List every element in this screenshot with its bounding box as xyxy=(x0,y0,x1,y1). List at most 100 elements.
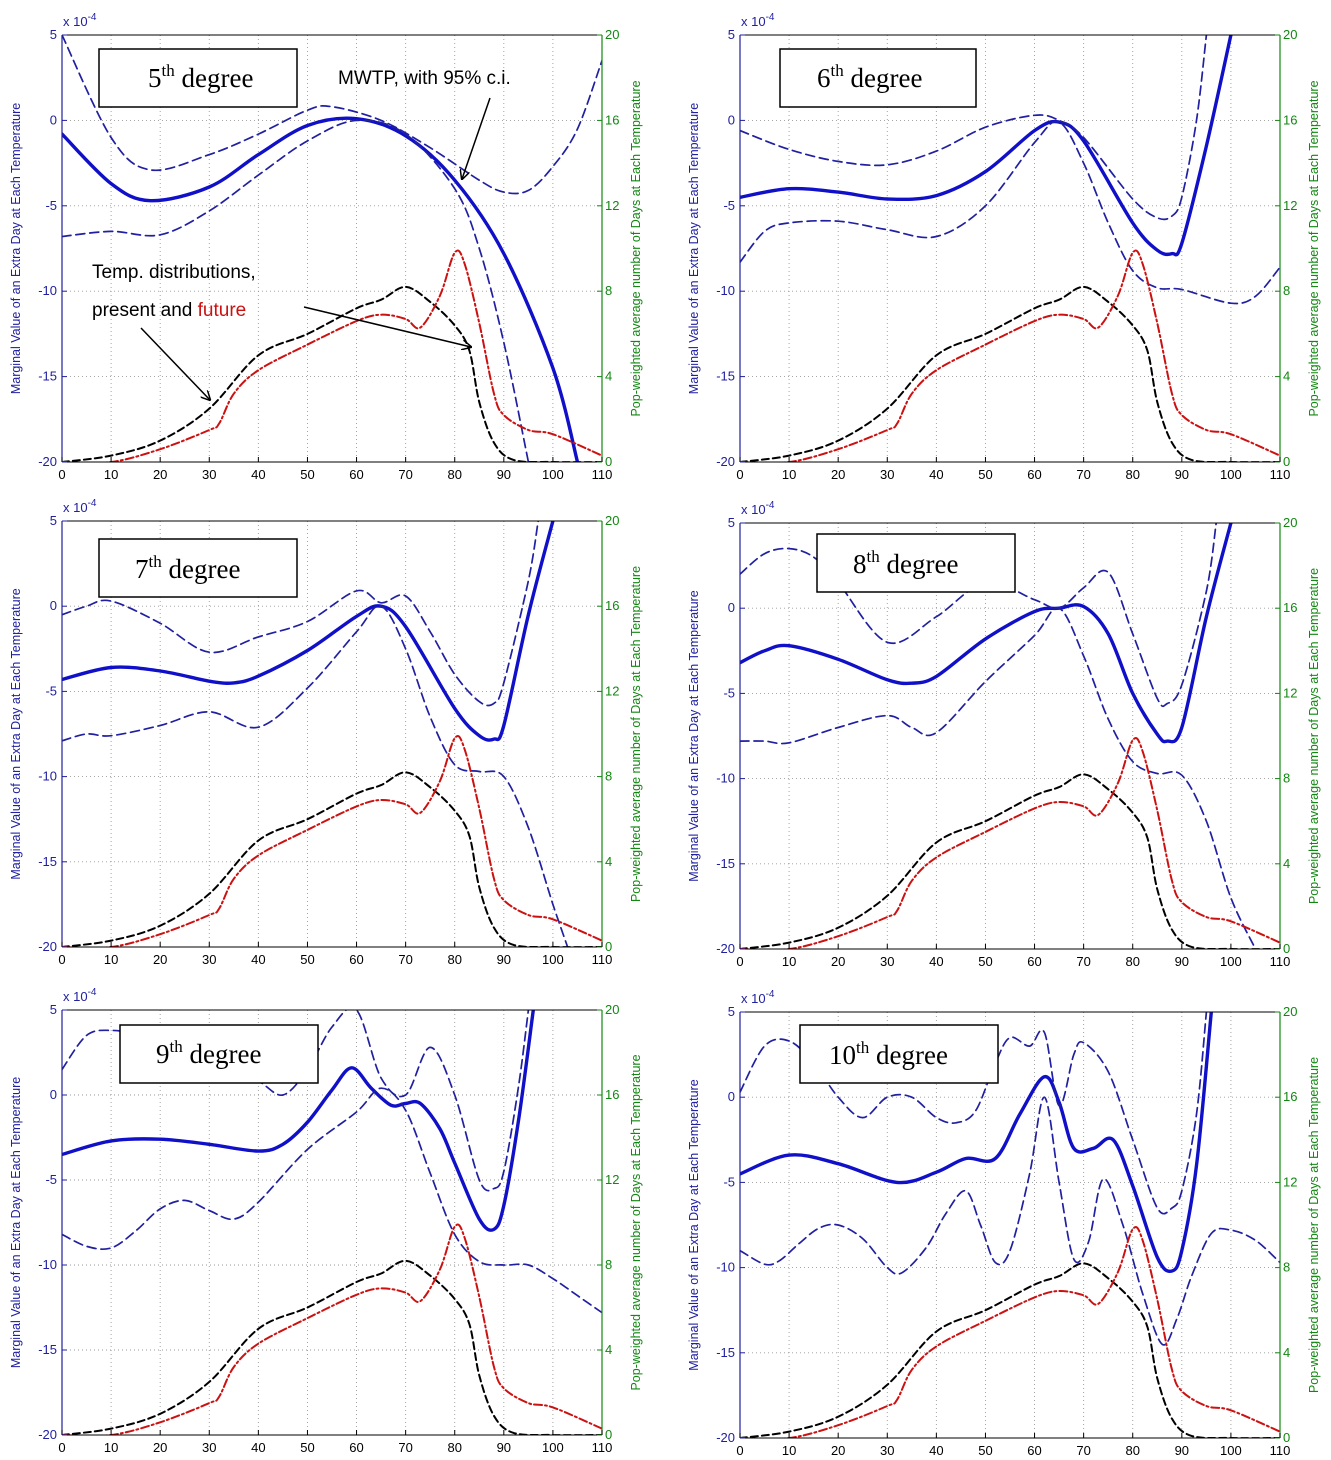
y-tick-label-right: 20 xyxy=(605,1002,619,1017)
y-axis-title-left: Marginal Value of an Extra Day at Each T… xyxy=(9,1077,23,1368)
future-arrow xyxy=(303,306,471,347)
panel-title: 7th degree xyxy=(135,552,240,584)
y-axis-title-right: Pop-weighted average number of Days at E… xyxy=(1307,568,1321,904)
y-tick-label-right: 8 xyxy=(1283,283,1290,298)
x-tick-label: 50 xyxy=(978,954,992,969)
y-tick-label-left: -5 xyxy=(723,685,735,700)
series-group xyxy=(740,523,1280,949)
y-axis-title-right: Pop-weighted average number of Days at E… xyxy=(629,1054,643,1390)
chart-panel-5: 0 10 20 30 40 50 60 70 80 90 100 11050-5-10-15-2020… xyxy=(9,987,643,1455)
y-tick-label-left: -5 xyxy=(45,683,57,698)
y-tick-label-right: 8 xyxy=(1283,1260,1290,1275)
series-group xyxy=(62,35,602,462)
x-tick-label: 80 xyxy=(1125,1443,1139,1458)
title-box xyxy=(98,48,298,108)
x-tick-label: 0 xyxy=(58,1440,65,1455)
x-tick-label: 100 xyxy=(542,467,564,482)
x-tick-label: 90 xyxy=(497,1440,511,1455)
exponent-label: x 10-4 xyxy=(63,498,97,515)
panel-title: 6th degree xyxy=(817,61,922,93)
x-tick-label: 30 xyxy=(880,467,894,482)
series-present xyxy=(740,1262,1280,1438)
y-tick-label-left: -20 xyxy=(716,454,735,469)
x-tick-label: 10 xyxy=(782,954,796,969)
x-tick-label: 10 xyxy=(104,1440,118,1455)
x-tick-label: 50 xyxy=(300,467,314,482)
x-tick-label: 20 xyxy=(153,1440,167,1455)
x-tick-label: 60 xyxy=(1027,1443,1041,1458)
y-tick-label-right: 12 xyxy=(605,198,619,213)
x-tick-label: 20 xyxy=(831,1443,845,1458)
y-tick-label-left: -15 xyxy=(716,1345,735,1360)
x-tick-label: 60 xyxy=(349,952,363,967)
series-present xyxy=(62,1259,602,1435)
series-present xyxy=(740,773,1280,949)
series-ci-lower xyxy=(62,1087,602,1314)
x-tick-label: 10 xyxy=(782,1443,796,1458)
x-tick-label: 30 xyxy=(202,1440,216,1455)
x-tick-label: 40 xyxy=(251,1440,265,1455)
y-tick-label-right: 0 xyxy=(1283,1430,1290,1445)
x-tick-label: 90 xyxy=(1175,1443,1189,1458)
series-mwtp xyxy=(62,116,580,462)
x-tick-label: 70 xyxy=(398,952,412,967)
y-tick-label-left: -10 xyxy=(38,1257,57,1272)
series-future xyxy=(740,1226,1280,1438)
x-tick-label: 90 xyxy=(497,467,511,482)
series-future xyxy=(740,737,1280,949)
x-tick-label: 0 xyxy=(736,954,743,969)
x-tick-label: 30 xyxy=(880,1443,894,1458)
y-tick-label-left: -5 xyxy=(723,1174,735,1189)
y-tick-label-right: 4 xyxy=(605,369,612,384)
x-tick-label: 20 xyxy=(831,954,845,969)
title-box xyxy=(119,1024,319,1084)
x-tick-label: 10 xyxy=(104,952,118,967)
series-mwtp xyxy=(740,1012,1213,1274)
x-tick-label: 10 xyxy=(782,467,796,482)
y-axis-title-right: Pop-weighted average number of Days at E… xyxy=(629,80,643,416)
series-future xyxy=(740,249,1280,462)
y-tick-label-left: -20 xyxy=(716,1430,735,1445)
grid xyxy=(740,523,1280,949)
x-tick-label: 100 xyxy=(1220,467,1242,482)
x-tick-label: 100 xyxy=(1220,954,1242,969)
chart-panel-1: 0 10 20 30 40 50 60 70 80 90 100 11050-5-10-15-2020… xyxy=(9,12,643,482)
y-tick-label-left: -5 xyxy=(45,198,57,213)
panel-title: 10th degree xyxy=(829,1038,948,1070)
title-box xyxy=(799,1024,999,1084)
x-tick-label: 100 xyxy=(542,952,564,967)
present-arrow xyxy=(140,327,210,400)
y-tick-label-right: 20 xyxy=(605,513,619,528)
series-group xyxy=(740,1012,1280,1438)
y-tick-label-right: 20 xyxy=(1283,515,1297,530)
x-tick-label: 20 xyxy=(153,952,167,967)
y-tick-label-left: 0 xyxy=(728,600,735,615)
x-tick-label: 80 xyxy=(1125,467,1139,482)
chart-panel-2: 0 10 20 30 40 50 60 70 80 90 100 11050-5-10-15-2020… xyxy=(687,12,1321,482)
x-tick-label: 40 xyxy=(929,467,943,482)
x-tick-label: 70 xyxy=(398,1440,412,1455)
mwtp-annotation: MWTP, with 95% c.i. xyxy=(338,68,511,89)
y-tick-label-right: 0 xyxy=(605,454,612,469)
x-tick-label: 110 xyxy=(592,952,613,967)
series-ci-upper xyxy=(740,523,1218,708)
x-tick-label: 80 xyxy=(447,467,461,482)
y-tick-label-right: 12 xyxy=(605,683,619,698)
x-tick-label: 50 xyxy=(978,467,992,482)
y-axis-title-left: Marginal Value of an Extra Day at Each T… xyxy=(687,1079,701,1370)
series-ci-lower xyxy=(62,605,569,947)
series-present xyxy=(62,771,602,947)
y-tick-label-right: 4 xyxy=(1283,1345,1290,1360)
y-tick-label-right: 4 xyxy=(605,854,612,869)
x-tick-label: 110 xyxy=(1270,954,1291,969)
x-tick-label: 70 xyxy=(398,467,412,482)
x-tick-label: 60 xyxy=(349,467,363,482)
y-tick-label-right: 8 xyxy=(605,1257,612,1272)
grid xyxy=(62,1010,602,1435)
x-tick-label: 90 xyxy=(1175,954,1189,969)
x-tick-label: 30 xyxy=(202,467,216,482)
y-tick-label-left: 5 xyxy=(50,27,57,42)
x-tick-label: 100 xyxy=(1220,1443,1242,1458)
y-tick-label-right: 8 xyxy=(605,769,612,784)
